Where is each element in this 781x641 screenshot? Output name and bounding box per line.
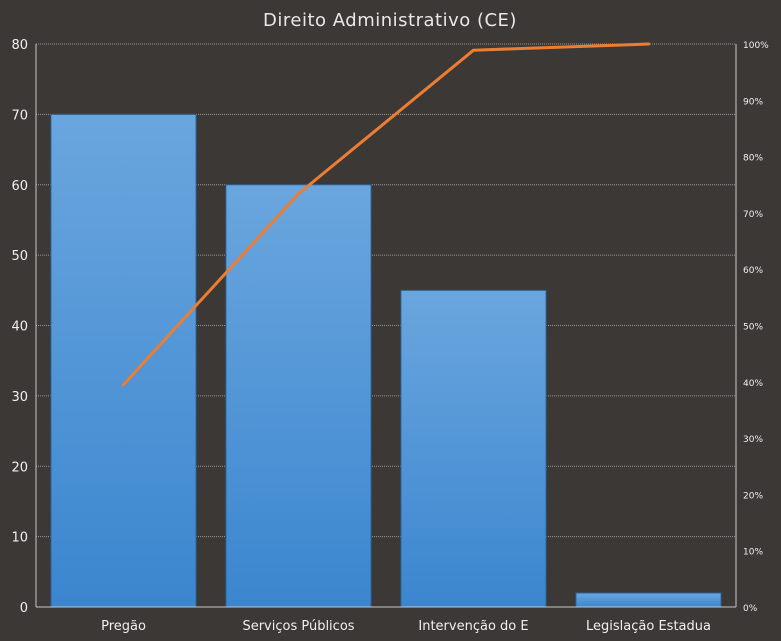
y2-tick-label: 50%: [743, 323, 763, 333]
cumulative-line-path: [122, 42, 650, 387]
line-point: [647, 42, 650, 46]
y-tick-label: 40: [11, 320, 28, 335]
y-tick-label: 20: [11, 460, 28, 475]
y2-tick-label: 70%: [743, 210, 763, 220]
category-label: Legislação Estadua: [586, 619, 711, 634]
bars: [50, 113, 722, 608]
category-label: Serviços Públicos: [242, 619, 354, 634]
line-point: [122, 383, 125, 387]
y-tick-label: 0: [20, 601, 28, 616]
y-tick-label: 60: [11, 179, 28, 194]
y-tick-label: 70: [11, 108, 28, 123]
y2-tick-label: 20%: [743, 491, 763, 501]
y2-tick-label: 0%: [743, 604, 758, 614]
bar: [225, 184, 372, 608]
y-tick-label: 30: [11, 390, 28, 405]
y-tick-label: 50: [11, 249, 28, 264]
bar: [400, 289, 547, 608]
category-label: Intervenção do E: [418, 619, 528, 634]
y-tick-label: 80: [11, 38, 28, 53]
y2-tick-label: 80%: [743, 154, 763, 164]
line-point: [297, 192, 300, 196]
category-label: Pregão: [101, 619, 146, 634]
y2-tick-label: 30%: [743, 435, 763, 445]
y-axis-ticks: 0 10 20 30 40 50 60 70 80: [11, 38, 28, 616]
cumulative-line: [122, 42, 650, 387]
y2-tick-label: 90%: [743, 97, 763, 107]
y2-tick-label: 10%: [743, 548, 763, 558]
y2-tick-label: 40%: [743, 379, 763, 389]
axes: [35, 44, 737, 608]
x-axis-labels: Pregão Serviços Públicos Intervenção do E L…: [101, 619, 711, 634]
y2-axis-ticks: 0% 10% 20% 30% 40% 50% 60% 70% 80% 90% 100%: [743, 41, 769, 614]
y2-tick-label: 100%: [743, 41, 769, 51]
y-tick-label: 10: [11, 531, 28, 546]
chart-title: Direito Administrativo (CE): [263, 10, 517, 31]
line-point: [472, 48, 475, 52]
bar: [575, 592, 722, 608]
bar: [50, 113, 197, 608]
y2-tick-label: 60%: [743, 266, 763, 276]
